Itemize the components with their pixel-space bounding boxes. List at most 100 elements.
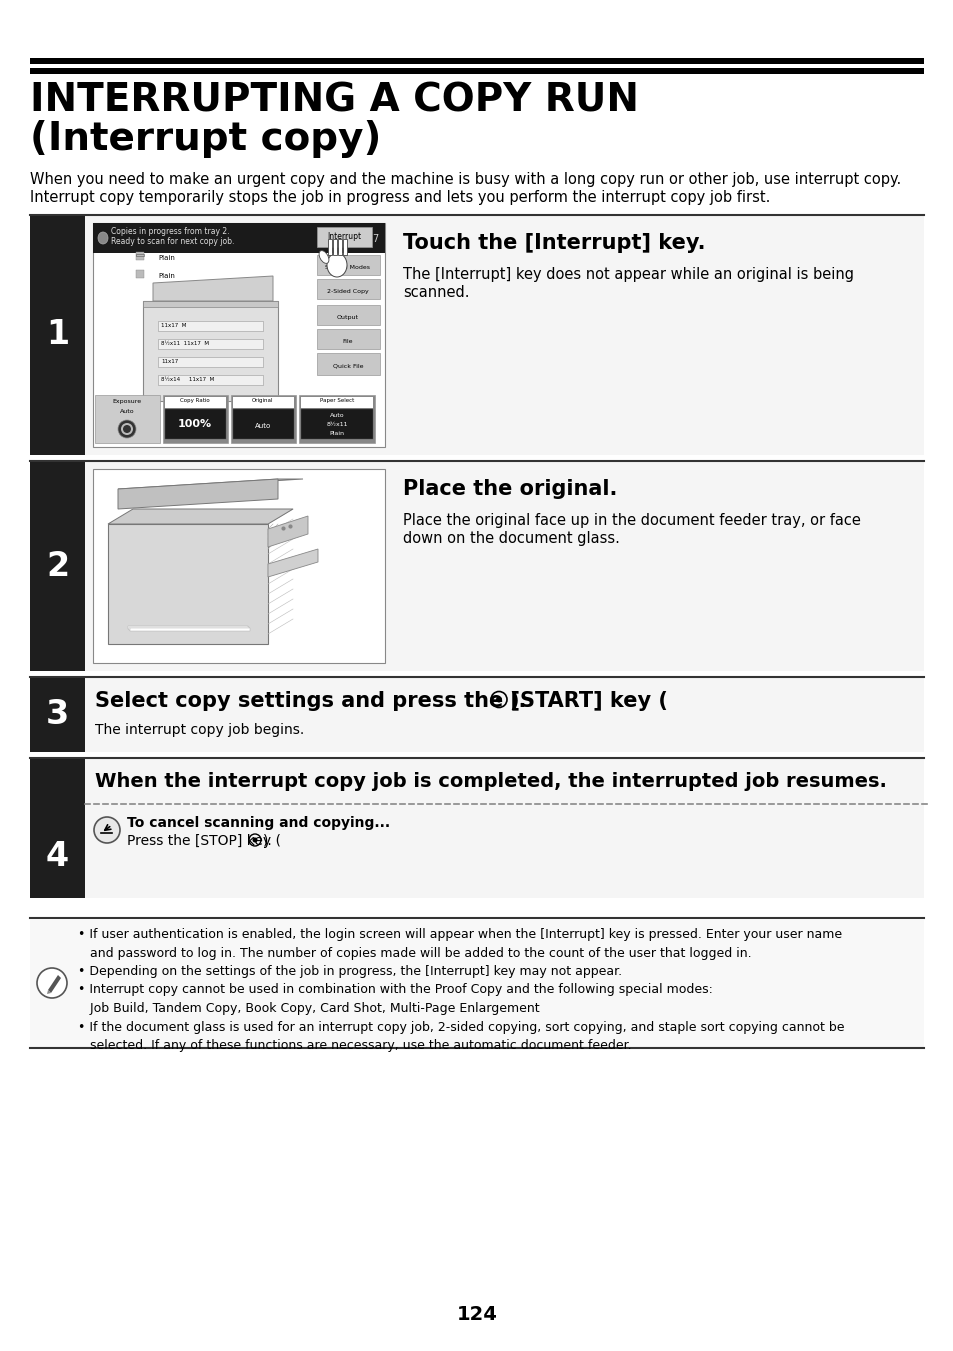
Bar [130,628,250,631]
Bar [163,394,228,443]
Text: (Interrupt copy): (Interrupt copy) [30,120,381,158]
Text: 11x17  M: 11x17 M [161,323,186,328]
Text: Original: Original [252,399,274,403]
Bar [129,627,249,630]
Text: Plain: Plain [329,431,344,436]
Text: To cancel scanning and copying...: To cancel scanning and copying... [127,816,390,830]
Text: 8½x11  11x17  M: 8½x11 11x17 M [161,340,209,346]
Text: Plain: Plain [158,255,174,261]
Text: The [Interrupt] key does not appear while an original is being: The [Interrupt] key does not appear whil… [402,267,853,282]
Bar [316,255,379,276]
Polygon shape [47,990,51,994]
Bar [30,920,923,1048]
Polygon shape [152,276,273,301]
Bar [30,215,85,455]
Bar [298,394,375,443]
Text: 7: 7 [372,234,377,245]
Bar [233,409,294,439]
Text: File: File [342,339,353,345]
Bar [316,305,379,326]
Bar [208,285,215,293]
Ellipse shape [327,253,347,277]
Ellipse shape [121,423,132,435]
Bar [85,758,923,898]
Text: When you need to make an urgent copy and the machine is busy with a long copy ru: When you need to make an urgent copy and… [30,172,901,186]
Text: The interrupt copy job begins.: The interrupt copy job begins. [95,723,304,738]
Polygon shape [108,509,293,524]
Polygon shape [118,480,303,489]
Text: 8½x11: 8½x11 [326,422,348,427]
Bar [30,758,85,898]
Bar [136,254,144,255]
Text: Auto: Auto [119,409,134,413]
Text: 8½x14     11x17  M: 8½x14 11x17 M [161,377,214,382]
Bar [333,239,336,255]
Bar [92,469,385,663]
Bar [30,461,85,671]
Bar [85,215,923,455]
Bar [316,227,372,247]
Text: 8½x11: 8½x11 [223,293,244,299]
Text: Touch the [Interrupt] key.: Touch the [Interrupt] key. [402,232,705,253]
Bar [143,301,277,307]
Polygon shape [268,549,317,577]
Bar [328,239,332,255]
Bar [316,280,379,299]
Ellipse shape [318,251,329,263]
Bar [165,397,226,408]
Bar [233,397,294,408]
Text: 4: 4 [46,839,69,873]
Bar [231,394,295,443]
Bar [158,322,263,331]
Text: 2-Sided Copy: 2-Sided Copy [327,289,369,295]
Text: Output: Output [336,315,358,320]
Bar [143,301,277,401]
Text: Paper Select: Paper Select [319,399,354,403]
Bar [30,68,923,74]
Text: scanned.: scanned. [402,285,469,300]
Text: • If user authentication is enabled, the login screen will appear when the [Inte: • If user authentication is enabled, the… [78,928,843,1052]
Bar [301,397,373,408]
Text: Plain: Plain [158,273,174,280]
Text: Special Modes: Special Modes [325,265,370,270]
Circle shape [496,697,501,703]
Text: ).: ). [263,834,273,848]
Text: down on the document glass.: down on the document glass. [402,531,619,546]
Circle shape [94,817,120,843]
Text: Press the [STOP] key (: Press the [STOP] key ( [127,834,281,848]
Bar [85,461,923,671]
Bar [136,270,144,278]
Text: ).: ). [509,690,526,711]
Polygon shape [48,975,61,993]
Bar [136,253,144,259]
Text: Auto: Auto [254,423,271,430]
Text: Select copy settings and press the [START] key (: Select copy settings and press the [STAR… [95,690,667,711]
Text: 1: 1 [46,319,69,351]
Text: Copy Ratio: Copy Ratio [180,399,210,403]
Bar [95,394,160,443]
Text: 2: 2 [46,550,69,582]
Polygon shape [118,480,277,509]
Bar [92,223,385,253]
Bar [128,626,248,630]
Text: When the interrupt copy job is completed, the interrupted job resumes.: When the interrupt copy job is completed… [95,771,886,790]
Bar [343,239,347,255]
Bar [85,677,923,753]
Text: Interrupt copy temporarily stops the job in progress and lets you perform the in: Interrupt copy temporarily stops the job… [30,190,770,205]
Text: 11x17: 11x17 [161,359,178,363]
Bar [165,409,226,439]
Bar [316,330,379,349]
Ellipse shape [118,420,136,438]
Text: Quick File: Quick File [333,363,363,369]
Text: Copies in progress from tray 2.: Copies in progress from tray 2. [111,227,230,236]
Bar [337,239,341,255]
Text: INTERRUPTING A COPY RUN: INTERRUPTING A COPY RUN [30,82,639,120]
Bar [108,524,268,644]
Text: 124: 124 [456,1305,497,1324]
Bar [158,357,263,367]
Text: Place the original face up in the document feeder tray, or face: Place the original face up in the docume… [402,513,860,528]
Bar [301,409,373,439]
Bar [158,339,263,349]
Ellipse shape [123,426,131,434]
Text: 3: 3 [46,698,69,731]
